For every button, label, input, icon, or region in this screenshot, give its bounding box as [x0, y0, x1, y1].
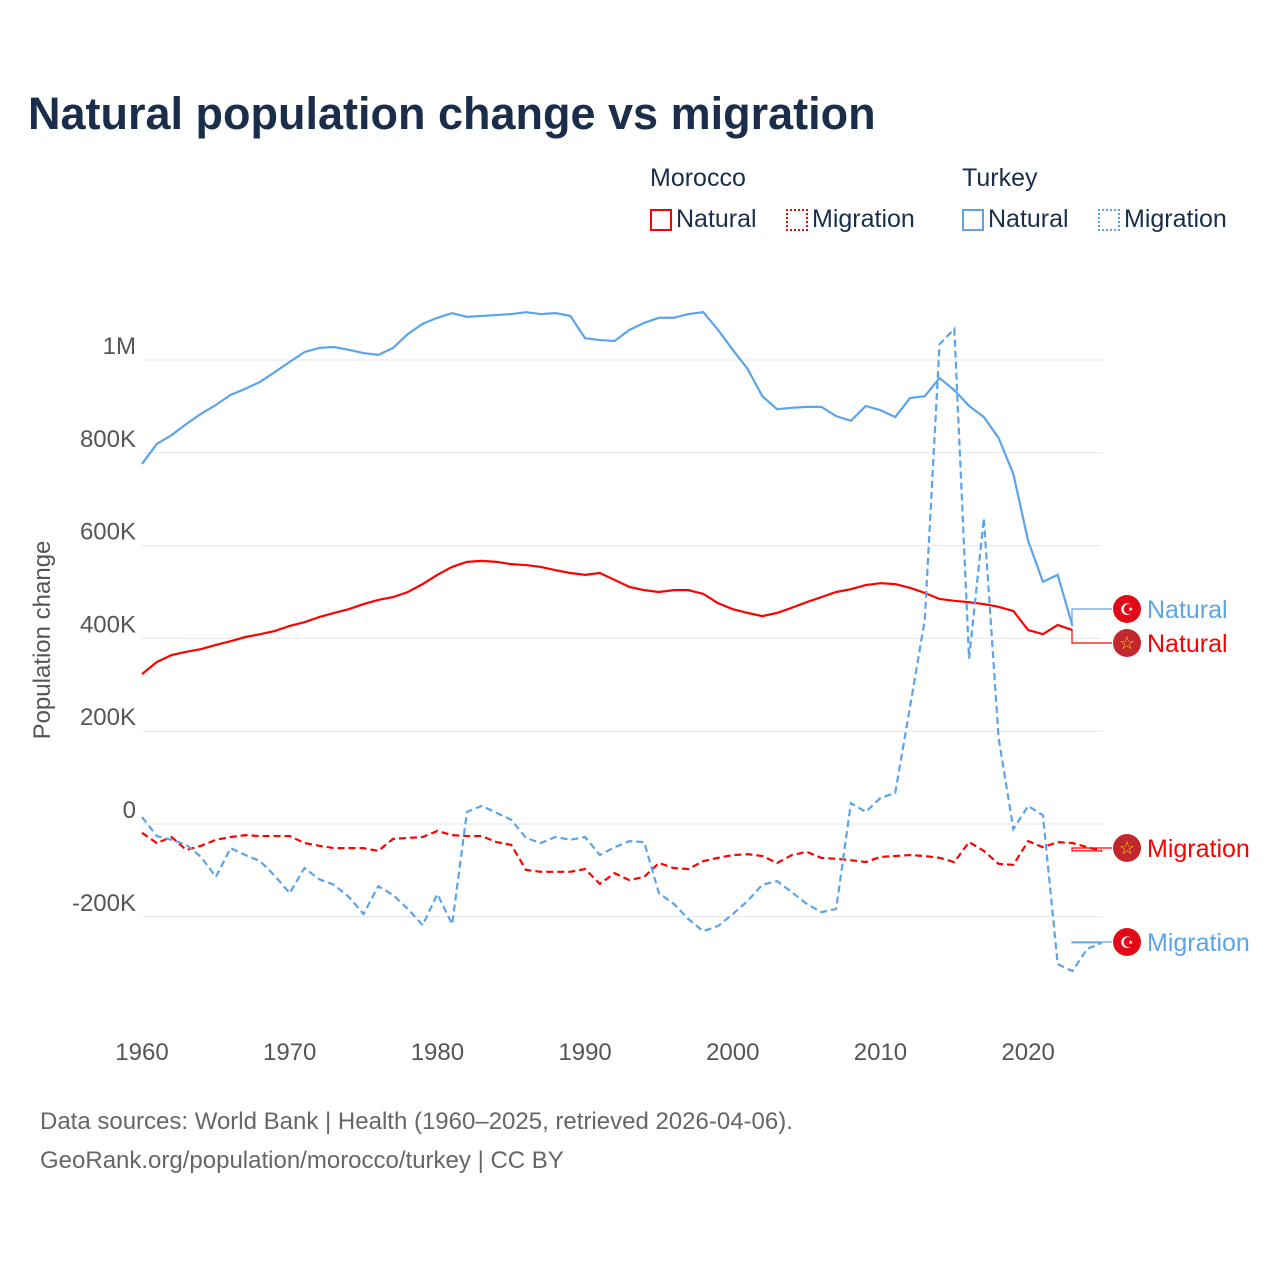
y-tick-label: 1M — [103, 333, 136, 360]
y-tick-label: 0 — [123, 797, 136, 824]
series-line-morocco-migration — [141, 829, 1103, 886]
legend-turkey-migration[interactable]: Migration — [1098, 205, 1227, 234]
label-connector — [1071, 629, 1112, 644]
legend-swatch — [786, 208, 808, 231]
x-tick-label: 2020 — [1001, 1039, 1054, 1066]
x-tick-label: 1990 — [558, 1039, 611, 1066]
legend-morocco-migration[interactable]: Migration — [786, 205, 915, 234]
chart-title: Natural population change vs migration — [28, 88, 876, 139]
y-tick-label: 200K — [80, 704, 136, 731]
turkey-flag-icon — [1113, 928, 1141, 956]
legend-swatch — [962, 208, 984, 231]
label-connector — [1071, 608, 1112, 627]
legend-swatch — [650, 208, 672, 231]
series-end-label: Migration — [1147, 929, 1250, 957]
morocco-flag-icon — [1113, 629, 1141, 657]
flag-glyph: ☆ — [1119, 633, 1135, 653]
legend-group-morocco: Morocco — [650, 164, 746, 192]
y-axis-label: Population change — [29, 541, 56, 740]
source-line-2[interactable]: GeoRank.org/population/morocco/turkey | … — [40, 1147, 564, 1174]
x-tick-label: 2010 — [854, 1039, 907, 1066]
legend-label: Natural — [676, 205, 757, 233]
y-tick-label: -200K — [72, 890, 136, 917]
series-line-morocco-natural — [141, 559, 1073, 675]
flag-glyph: ☪ — [1120, 935, 1134, 952]
morocco-flag-icon — [1113, 834, 1141, 862]
y-tick-label: 800K — [80, 426, 136, 453]
label-connector — [1071, 941, 1112, 944]
x-tick-label: 1960 — [115, 1039, 168, 1066]
series-end-label: Natural — [1147, 630, 1228, 658]
legend-turkey-natural[interactable]: Natural — [962, 205, 1069, 234]
label-connector — [1071, 847, 1112, 852]
legend-label: Migration — [812, 205, 915, 233]
series-line-turkey-natural — [141, 311, 1074, 627]
flag-glyph: ☪ — [1120, 602, 1134, 619]
x-tick-label: 2000 — [706, 1039, 759, 1066]
flag-glyph: ☆ — [1119, 838, 1135, 858]
turkey-flag-icon — [1113, 595, 1141, 623]
series-end-label: Migration — [1147, 835, 1250, 863]
legend-morocco-natural[interactable]: Natural — [650, 205, 757, 234]
legend-label: Migration — [1124, 205, 1227, 233]
source-line-1: Data sources: World Bank | Health (1960–… — [40, 1108, 793, 1135]
series-end-label: Natural — [1147, 596, 1228, 624]
x-tick-label: 1980 — [411, 1039, 464, 1066]
y-tick-label: 600K — [80, 519, 136, 546]
x-tick-label: 1970 — [263, 1039, 316, 1066]
series-line-turkey-migration — [141, 326, 1103, 973]
legend-group-turkey: Turkey — [962, 164, 1038, 192]
y-tick-label: 400K — [80, 611, 136, 638]
legend-label: Natural — [988, 205, 1069, 233]
legend-swatch — [1098, 208, 1120, 231]
